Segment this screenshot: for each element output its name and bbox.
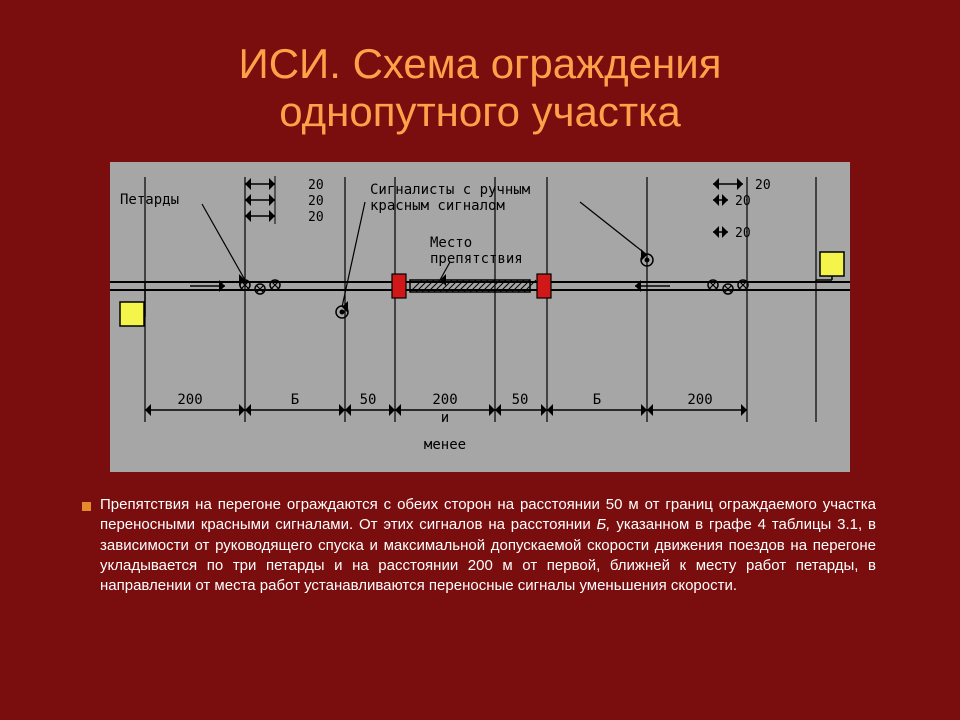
- svg-text:20: 20: [735, 226, 751, 241]
- svg-text:менее: менее: [424, 437, 466, 453]
- svg-text:200: 200: [432, 392, 457, 408]
- svg-text:20: 20: [308, 194, 324, 209]
- bullet-icon: [82, 502, 91, 511]
- svg-text:Сигналисты с ручным: Сигналисты с ручным: [370, 182, 531, 198]
- body-paragraph: Препятствия на перегоне ограждаются с об…: [100, 495, 876, 596]
- title-line-1: ИСИ. Схема ограждения: [239, 40, 722, 87]
- svg-text:20: 20: [308, 210, 324, 225]
- paragraph-italic: Б,: [597, 516, 611, 533]
- svg-text:и: и: [441, 410, 449, 426]
- svg-text:20: 20: [308, 178, 324, 193]
- svg-text:красным сигналом: красным сигналом: [370, 198, 505, 214]
- svg-text:200: 200: [687, 392, 712, 408]
- svg-text:Б: Б: [593, 392, 601, 408]
- svg-text:препятствия: препятствия: [430, 251, 523, 267]
- svg-text:20: 20: [755, 178, 771, 193]
- svg-text:Место: Место: [430, 235, 472, 251]
- svg-text:50: 50: [512, 392, 529, 408]
- svg-text:Петарды: Петарды: [120, 192, 179, 208]
- svg-text:200: 200: [177, 392, 202, 408]
- title-line-2: однопутного участка: [279, 88, 681, 135]
- svg-text:20: 20: [735, 194, 751, 209]
- slide-title: ИСИ. Схема ограждения однопутного участк…: [0, 0, 960, 137]
- svg-text:Б: Б: [291, 392, 299, 408]
- svg-text:50: 50: [360, 392, 377, 408]
- fencing-diagram: 200Б50200и50Б200менее202020202020Петарды…: [110, 162, 850, 472]
